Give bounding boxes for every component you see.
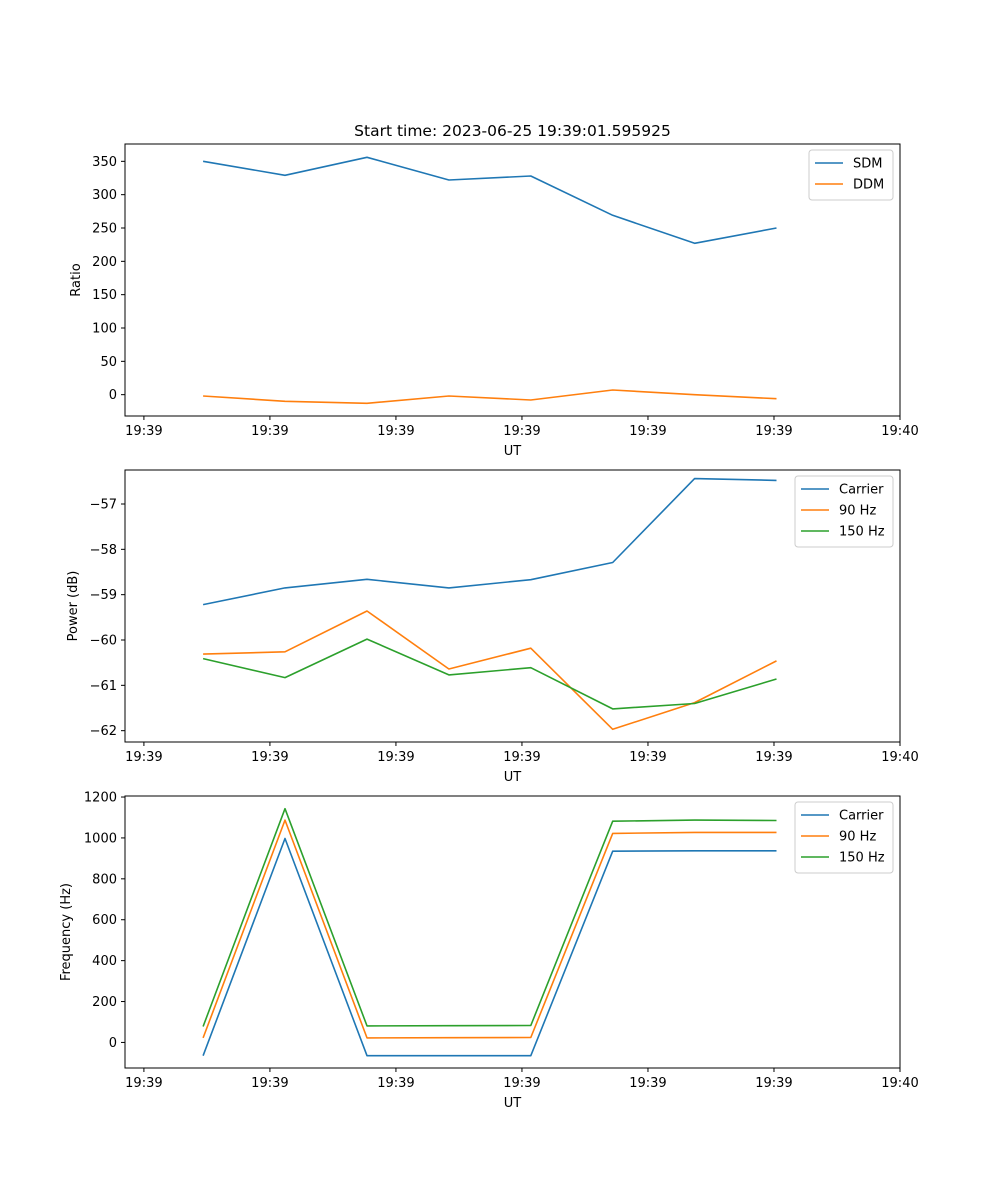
legend: Carrier 90 Hz 150 Hz <box>794 801 894 874</box>
y-tick-label: 800 <box>92 872 117 887</box>
legend-label: DDM <box>853 178 884 193</box>
x-tick-label: 19:39 <box>629 424 666 439</box>
y-tick-label: 400 <box>92 954 117 969</box>
x-axis-label: UT <box>504 1096 522 1111</box>
x-tick-label: 19:39 <box>251 424 288 439</box>
series-line-90-hz <box>202 819 777 1039</box>
y-tick-label: 150 <box>92 288 117 303</box>
panel-3: 19:39 19:39 19:39 19:39 19:39 19:39 19:40 0 200 4… <box>59 791 919 1111</box>
x-tick-label: 19:39 <box>125 1076 162 1091</box>
x-tick-label: 19:39 <box>503 750 540 765</box>
x-tick-label: 19:39 <box>755 1076 792 1091</box>
x-tick-label: 19:39 <box>377 424 414 439</box>
chart-title: Start time: 2023-06-25 19:39:01.595925 <box>354 122 671 140</box>
y-tick-label: 50 <box>100 355 117 370</box>
legend-label: 150 Hz <box>839 525 885 540</box>
x-tick-label: 19:39 <box>503 424 540 439</box>
axes-frame <box>124 143 901 417</box>
y-tick-label: 0 <box>109 388 117 403</box>
legend-box <box>794 475 894 548</box>
y-tick-label: 1000 <box>84 831 117 846</box>
legend: SDM DDM <box>808 149 894 201</box>
series-line-carrier <box>202 477 777 606</box>
x-axis-label: UT <box>504 444 522 459</box>
series-line-ddm <box>203 389 777 405</box>
x-tick-label: 19:40 <box>881 750 918 765</box>
x-tick-label: 19:39 <box>125 424 162 439</box>
x-tick-label: 19:40 <box>881 1076 918 1091</box>
x-tick-label: 19:39 <box>377 1076 414 1091</box>
legend-label: Carrier <box>839 483 884 498</box>
panel-1: 19:39 19:39 19:39 19:39 19:39 19:39 19:40 0 50 10… <box>69 122 919 459</box>
y-tick-label: −59 <box>90 588 117 603</box>
axes-frame <box>124 795 901 1069</box>
y-tick-label: −57 <box>90 498 117 513</box>
y-axis-label: Power (dB) <box>66 571 81 642</box>
series-line-90-hz <box>203 610 777 731</box>
series-line-150-hz <box>202 638 777 710</box>
legend: Carrier 90 Hz 150 Hz <box>794 475 894 548</box>
x-tick-label: 19:40 <box>881 424 918 439</box>
legend-label: SDM <box>853 157 882 172</box>
y-tick-label: 600 <box>92 913 117 928</box>
legend-label: Carrier <box>839 809 884 824</box>
legend-label: 90 Hz <box>839 830 876 845</box>
y-tick-label: 200 <box>92 255 117 270</box>
x-tick-label: 19:39 <box>629 1076 666 1091</box>
x-tick-label: 19:39 <box>251 1076 288 1091</box>
x-tick-label: 19:39 <box>251 750 288 765</box>
y-tick-label: 350 <box>92 155 117 170</box>
legend-label: 150 Hz <box>839 851 885 866</box>
series-line-150-hz <box>202 807 777 1027</box>
x-tick-label: 19:39 <box>125 750 162 765</box>
legend-label: 90 Hz <box>839 504 876 519</box>
y-axis-label: Frequency (Hz) <box>59 883 74 981</box>
y-tick-label: −60 <box>90 634 117 649</box>
x-tick-label: 19:39 <box>377 750 414 765</box>
y-tick-label: 1200 <box>84 791 117 806</box>
y-tick-label: 0 <box>109 1036 117 1051</box>
y-tick-label: 200 <box>92 995 117 1010</box>
series-line-carrier <box>202 837 777 1057</box>
axes-frame <box>124 469 901 743</box>
y-tick-label: −58 <box>90 543 117 558</box>
x-tick-label: 19:39 <box>629 750 666 765</box>
y-tick-label: −61 <box>90 679 117 694</box>
y-tick-label: 250 <box>92 222 117 237</box>
x-axis-label: UT <box>504 770 522 785</box>
series-line-sdm <box>202 156 777 245</box>
x-tick-label: 19:39 <box>755 750 792 765</box>
panel-2: 19:39 19:39 19:39 19:39 19:39 19:39 19:40 −62 −6… <box>66 469 919 785</box>
y-tick-label: 300 <box>92 188 117 203</box>
y-tick-label: 100 <box>92 322 117 337</box>
x-tick-label: 19:39 <box>503 1076 540 1091</box>
y-axis-label: Ratio <box>69 263 84 296</box>
x-tick-label: 19:39 <box>755 424 792 439</box>
y-tick-label: −62 <box>90 724 117 739</box>
legend-box <box>794 801 894 874</box>
